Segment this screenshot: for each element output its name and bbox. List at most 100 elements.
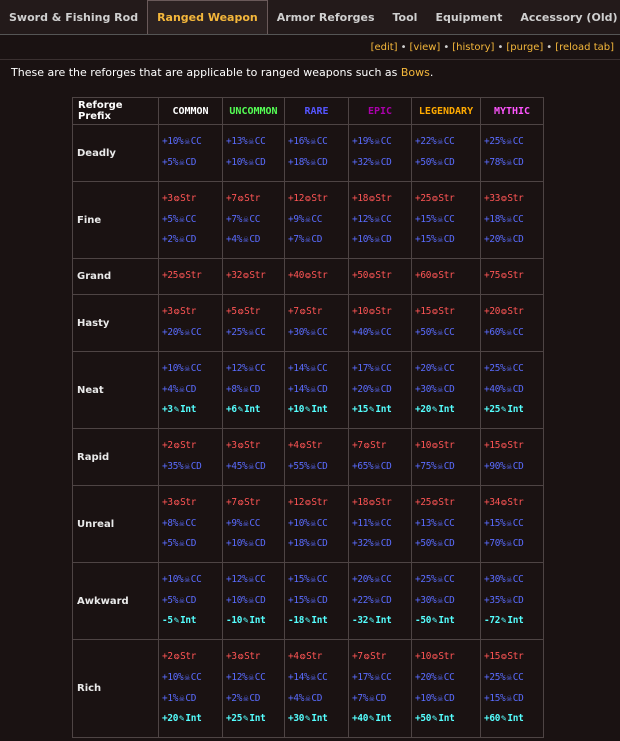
tab-sword-fishing-rod[interactable]: Sword & Fishing Rod [9,10,139,24]
stat-cell-rare: +40❂Str [284,258,349,295]
stat-cell-legendary: +25%☠CC +30%☠CD -50✎Int [411,562,481,640]
stat-value: +15% [484,517,506,529]
intelligence-icon: ✎ [501,713,507,725]
stat-label: CD [512,594,524,606]
stat-label: CC [443,671,455,683]
crit-damage-icon: ☠ [437,461,443,472]
stat-value: +15% [484,692,506,704]
stat-label: Str [438,306,455,318]
stat-line: +11%☠CC [352,514,411,535]
stat-label: Str [438,440,455,452]
tab-ranged-weapon[interactable]: Ranged Weapon [147,0,268,34]
stat-line: +15%☠CC [484,514,543,535]
stat-label: CC [254,574,266,586]
stat-label: Str [507,270,524,282]
crit-damage-icon: ☠ [506,594,512,606]
intelligence-icon: ✎ [243,713,249,725]
stat-value: +11% [352,517,374,529]
stat-value: +13% [226,136,248,148]
intelligence-icon: ✎ [237,404,244,416]
crit-damage-icon: ☠ [506,692,512,704]
tab-tool[interactable]: Tool [392,10,418,24]
tab-accessory-old[interactable]: Accessory (Old) [520,10,618,24]
strength-icon: ❂ [305,497,311,509]
stat-value: +60 [415,270,432,282]
stat-label: CC [254,136,266,148]
crit-chance-icon: ☠ [179,213,185,225]
stat-value: +32 [226,270,243,282]
stat-line: +7❂Str [226,189,284,210]
stat-line: +14%☠CC [288,359,348,380]
stat-label: Str [375,497,392,509]
reforge-table: Reforge Prefix COMMON UNCOMMON RARE EPIC… [72,97,544,738]
stat-value: +2% [226,692,243,704]
stat-label: Int [507,615,524,627]
strength-icon: ❂ [501,270,507,282]
stat-value: +18% [484,213,506,225]
stat-line: +15❂Str [484,436,543,457]
stat-cell-common: +3❂Str +8%☠CC +5%☠CD [158,485,223,563]
stat-line: +4%☠CD [226,230,284,251]
crit-chance-icon: ☠ [310,327,316,338]
crit-damage-icon: ☠ [437,594,443,606]
stat-value: +75 [484,270,501,282]
stat-label: CC [249,517,261,529]
crit-chance-icon: ☠ [184,327,190,338]
stat-value: +14% [288,383,310,395]
stat-label: CC [443,136,455,148]
crit-damage-icon: ☠ [374,383,380,395]
stat-label: Int [311,404,328,416]
stat-cell-legendary: +20%☠CC +30%☠CD +20✎Int [411,351,481,429]
stat-value: +4 [288,440,299,452]
stat-cell-epic: +10❂Str +40%☠CC [348,294,412,352]
rarity-header-mythic: MYTHIC [480,97,544,125]
strength-icon: ❂ [363,440,370,452]
stat-label: Str [185,270,202,282]
crit-chance-icon: ☠ [506,671,512,683]
crit-damage-icon: ☠ [506,383,512,395]
reforge-name: Fine [72,181,159,259]
stat-value: +15 [484,651,501,663]
view-link[interactable]: [view] [409,41,441,53]
stat-value: +18% [288,157,310,168]
crit-chance-icon: ☠ [243,517,249,529]
purge-link[interactable]: [purge] [506,41,544,53]
stat-line: +22%☠CC [415,132,480,153]
stat-line: +20%☠CC [162,323,222,344]
stat-cell-uncommon: +12%☠CC +8%☠CD +6✎Int [222,351,285,429]
stat-value: +10% [352,234,374,246]
stat-line: +3❂Str [162,493,222,514]
reload-tab-link[interactable]: [reload tab] [555,41,614,53]
stat-cell-uncommon: +32❂Str [222,258,285,295]
reforge-name: Awkward [72,562,159,640]
crit-damage-icon: ☠ [179,234,185,246]
stat-label: Int [311,615,328,627]
stat-line: +10%☠CC [288,514,348,535]
strength-icon: ❂ [243,270,249,282]
table-row: Awkward +10%☠CC +5%☠CD -5✎Int +12%☠CC +10%☠CD… [72,562,544,640]
crit-damage-icon: ☠ [374,157,380,168]
stat-value: +17% [352,363,374,375]
intelligence-icon: ✎ [369,713,375,725]
stat-line: +3❂Str [226,647,284,668]
edit-link[interactable]: [edit] [370,41,398,53]
stat-label: Str [507,651,524,663]
table-row: Deadly +10%☠CC +5%☠CD +13%☠CC +10%☠CD +16%☠CC… [72,124,544,182]
stat-label: CC [443,517,455,529]
tab-armor-reforges[interactable]: Armor Reforges [276,10,375,24]
crit-chance-icon: ☠ [248,136,254,148]
crit-damage-icon: ☠ [310,594,316,606]
tab-equipment[interactable]: Equipment [435,10,503,24]
stat-line: +15%☠CC [415,210,480,231]
stat-label: CD [254,461,266,472]
stat-line: +20%☠CC [415,668,480,689]
stat-value: +20 [484,306,501,318]
stat-line: +45%☠CD [226,457,284,478]
stat-value: -10 [226,615,243,627]
strength-icon: ❂ [299,651,306,663]
crit-chance-icon: ☠ [506,213,512,225]
bows-link[interactable]: Bows [400,66,430,79]
history-link[interactable]: [history] [452,41,495,53]
strength-icon: ❂ [173,651,180,663]
reforge-name: Rapid [72,428,159,486]
